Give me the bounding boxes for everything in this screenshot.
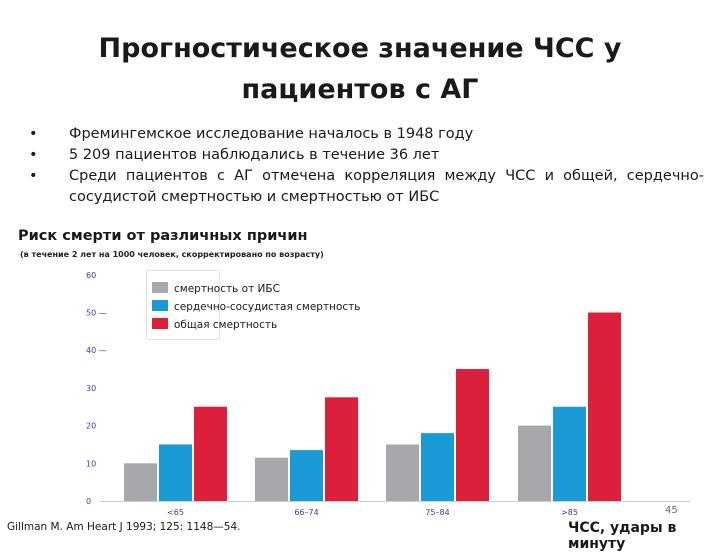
- bar-ihd: [386, 444, 419, 501]
- bar-cardiovascular: [553, 406, 586, 501]
- bullet-text: Среди пациентов с АГ отмечена корреляция…: [69, 168, 704, 205]
- legend-swatch-total: [152, 318, 168, 329]
- bullet-list: • Фремингемское исследование началось в …: [24, 124, 704, 208]
- legend-item-total: общая смертность: [152, 318, 277, 334]
- source-citation: Gillman M. Am Heart J 1993; 125: 1148—54…: [7, 521, 241, 533]
- legend-label-cardiovascular: сердечно-сосудистая смертность: [174, 301, 361, 313]
- bullet-dot-icon: •: [29, 126, 38, 142]
- y-tick-label: 40 —: [86, 346, 107, 355]
- slide-title: Прогностическое значение ЧСС у пациентов…: [60, 28, 660, 110]
- legend-item-ihd: смертность от ИБС: [152, 282, 280, 298]
- y-tick-label: 0: [86, 497, 91, 506]
- y-tick-label: 10: [86, 459, 96, 468]
- bar-chart: 0 10 20 30 40 — 50 — 60 <65 66–74 75–84 >85: [86, 271, 690, 517]
- bullet-item: • Фремингемское исследование началось в …: [24, 124, 704, 145]
- bar-total: [194, 406, 227, 501]
- bar-cardiovascular: [421, 433, 454, 501]
- bullet-item: • 5 209 пациентов наблюдались в течение …: [24, 145, 704, 166]
- x-tick-label: <65: [167, 508, 184, 517]
- y-tick-label: 50 —: [86, 309, 107, 318]
- y-tick-label: 30: [86, 384, 96, 393]
- slide-title-line-1: Прогностическое значение ЧСС у: [98, 33, 622, 64]
- page-number: 45: [665, 505, 678, 516]
- x-tick-label: >85: [561, 508, 578, 517]
- bar-ihd: [518, 425, 551, 501]
- bullet-text: 5 209 пациентов наблюдались в течение 36…: [69, 147, 440, 163]
- bar-total: [456, 369, 489, 501]
- chart-subtitle: (в течение 2 лет на 1000 человек, скорре…: [20, 250, 324, 259]
- bar-ihd: [255, 457, 288, 501]
- y-tick-label: 60: [86, 271, 96, 280]
- bar-total: [588, 312, 621, 501]
- bar-cardiovascular: [290, 450, 323, 501]
- legend-item-cardiovascular: сердечно-сосудистая смертность: [152, 300, 360, 316]
- legend-swatch-ihd: [152, 282, 168, 293]
- bullet-item: • Среди пациентов с АГ отмечена корреляц…: [24, 166, 704, 208]
- bullet-text: Фремингемское исследование началось в 19…: [69, 126, 474, 142]
- bar-cardiovascular: [159, 444, 192, 501]
- slide-title-line-2: пациентов с АГ: [241, 74, 479, 105]
- chart-title: Риск смерти от различных причин: [18, 228, 308, 244]
- legend-swatch-cardiovascular: [152, 300, 168, 311]
- legend-label-ihd: смертность от ИБС: [174, 283, 280, 295]
- bullet-dot-icon: •: [29, 147, 38, 163]
- bar-total: [325, 397, 358, 501]
- bullet-dot-icon: •: [29, 168, 38, 184]
- bar-ihd: [124, 463, 157, 501]
- y-tick-label: 20: [86, 422, 96, 431]
- x-axis-label: ЧСС, удары в минуту: [568, 520, 677, 552]
- x-tick-label: 75–84: [425, 508, 449, 517]
- legend-label-total: общая смертность: [174, 319, 278, 331]
- x-tick-label: 66–74: [294, 508, 318, 517]
